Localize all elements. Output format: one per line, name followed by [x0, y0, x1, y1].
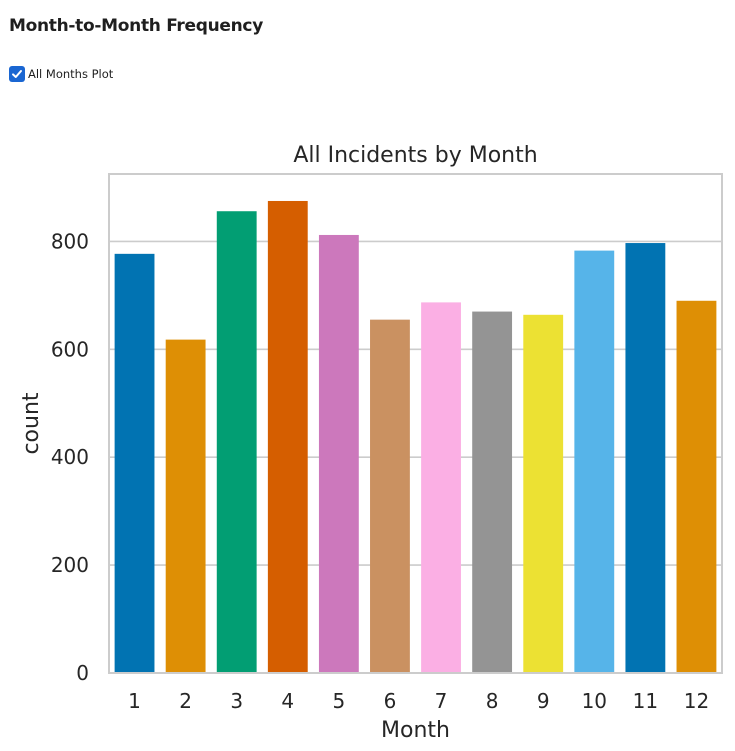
x-tick-label: 10: [582, 689, 607, 713]
x-tick-label: 4: [281, 689, 294, 713]
y-tick-label: 200: [51, 553, 89, 577]
checkmark-icon: [12, 70, 22, 78]
x-tick-label: 8: [486, 689, 499, 713]
x-tick-label: 12: [684, 689, 709, 713]
x-ticks: 1 2 3 4 5 6 7 8 9 10 11 12: [128, 689, 709, 713]
y-tick-label: 400: [51, 445, 89, 469]
x-tick-label: 3: [230, 689, 243, 713]
x-tick-label: 6: [384, 689, 397, 713]
bar: [421, 302, 461, 673]
bar: [472, 311, 513, 673]
x-tick-label: 11: [633, 689, 658, 713]
bar: [267, 200, 308, 674]
bar: [318, 234, 359, 673]
y-axis-label: count: [19, 392, 44, 454]
bar: [676, 300, 717, 673]
page-title: Month-to-Month Frequency: [9, 16, 263, 36]
chart-title: All Incidents by Month: [293, 143, 537, 168]
y-tick-label: 0: [76, 661, 89, 685]
x-tick-label: 7: [435, 689, 448, 713]
x-tick-label: 9: [537, 689, 550, 713]
y-tick-label: 600: [51, 337, 89, 361]
checkbox-checked-icon[interactable]: [9, 66, 25, 82]
bar: [165, 339, 206, 673]
y-ticks: 0 200 400 600 800: [51, 229, 89, 685]
all-months-plot-checkbox[interactable]: All Months Plot: [9, 66, 113, 82]
plot-frame: [108, 173, 723, 674]
bar: [216, 211, 257, 673]
bar: [370, 319, 410, 673]
bars: [114, 200, 717, 674]
bar: [625, 243, 666, 673]
x-axis-label: Month: [381, 718, 450, 743]
y-tick-label: 800: [51, 229, 89, 253]
bar: [523, 314, 564, 673]
bar: [114, 253, 155, 673]
all-months-plot-label: All Months Plot: [28, 67, 114, 81]
x-tick-label: 5: [333, 689, 346, 713]
bar: [574, 250, 615, 673]
x-tick-label: 1: [128, 689, 141, 713]
x-tick-label: 2: [179, 689, 192, 713]
